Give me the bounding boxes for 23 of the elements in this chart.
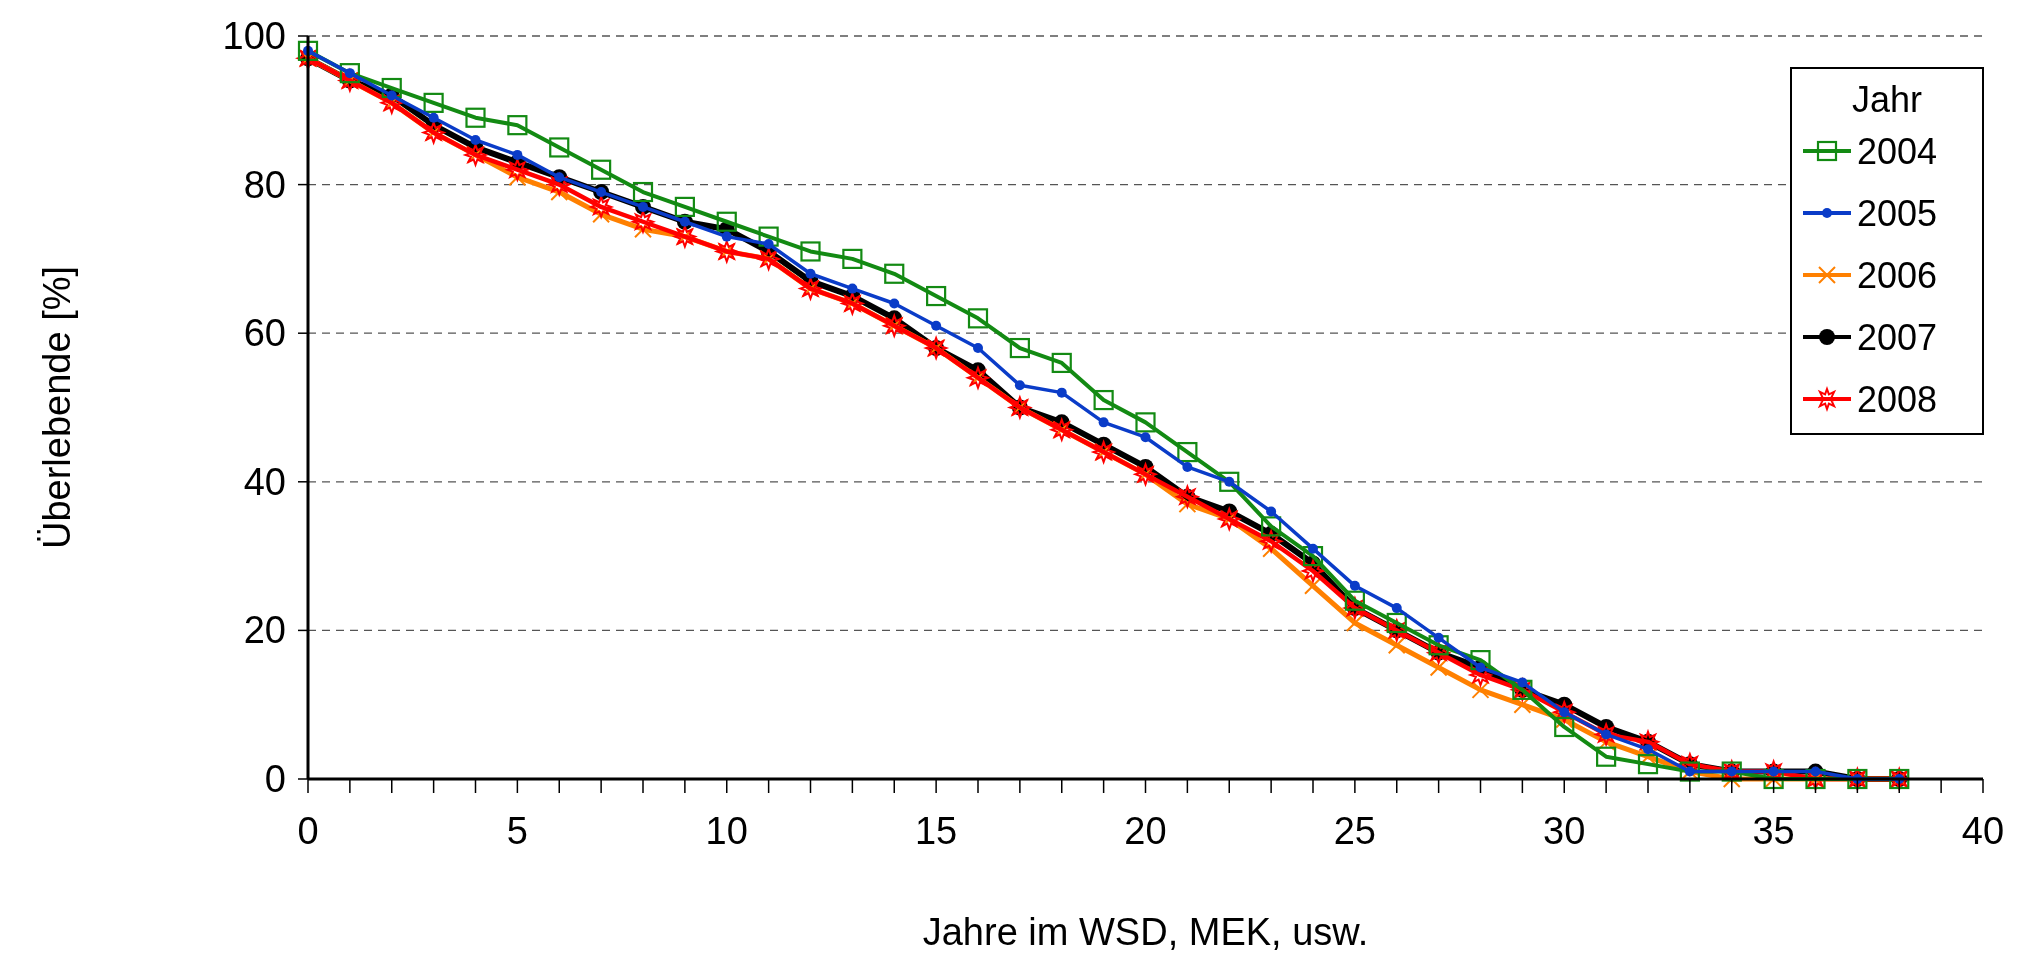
x-tick-label: 0 [297, 810, 319, 852]
legend-label: 2007 [1857, 317, 1938, 358]
legend-title: Jahr [1851, 79, 1923, 120]
legend-label: 2004 [1857, 131, 1938, 172]
x-tick-label: 20 [1124, 810, 1167, 852]
y-tick-label: 100 [222, 15, 286, 57]
x-axis-title: Jahre im WSD, MEK, usw. [922, 911, 1369, 953]
x-tick-label: 15 [914, 810, 958, 852]
y-tick-label: 20 [243, 609, 286, 652]
x-tick-label: 30 [1543, 810, 1586, 852]
y-tick-label: 80 [243, 163, 286, 206]
x-tick-label: 10 [705, 810, 748, 852]
x-tick-label: 35 [1752, 810, 1795, 852]
legend-label: 2008 [1857, 379, 1938, 420]
y-axis-title: Überlebende [%] [36, 265, 78, 550]
legend-label: 2006 [1857, 255, 1938, 296]
y-tick-label: 60 [243, 312, 286, 355]
y-tick-label: 40 [243, 460, 286, 503]
x-tick-label: 25 [1333, 810, 1377, 852]
legend-label: 2005 [1857, 193, 1938, 234]
x-tick-label: 5 [506, 810, 528, 852]
x-tick-label: 40 [1961, 810, 2005, 852]
y-tick-label: 0 [264, 758, 286, 800]
